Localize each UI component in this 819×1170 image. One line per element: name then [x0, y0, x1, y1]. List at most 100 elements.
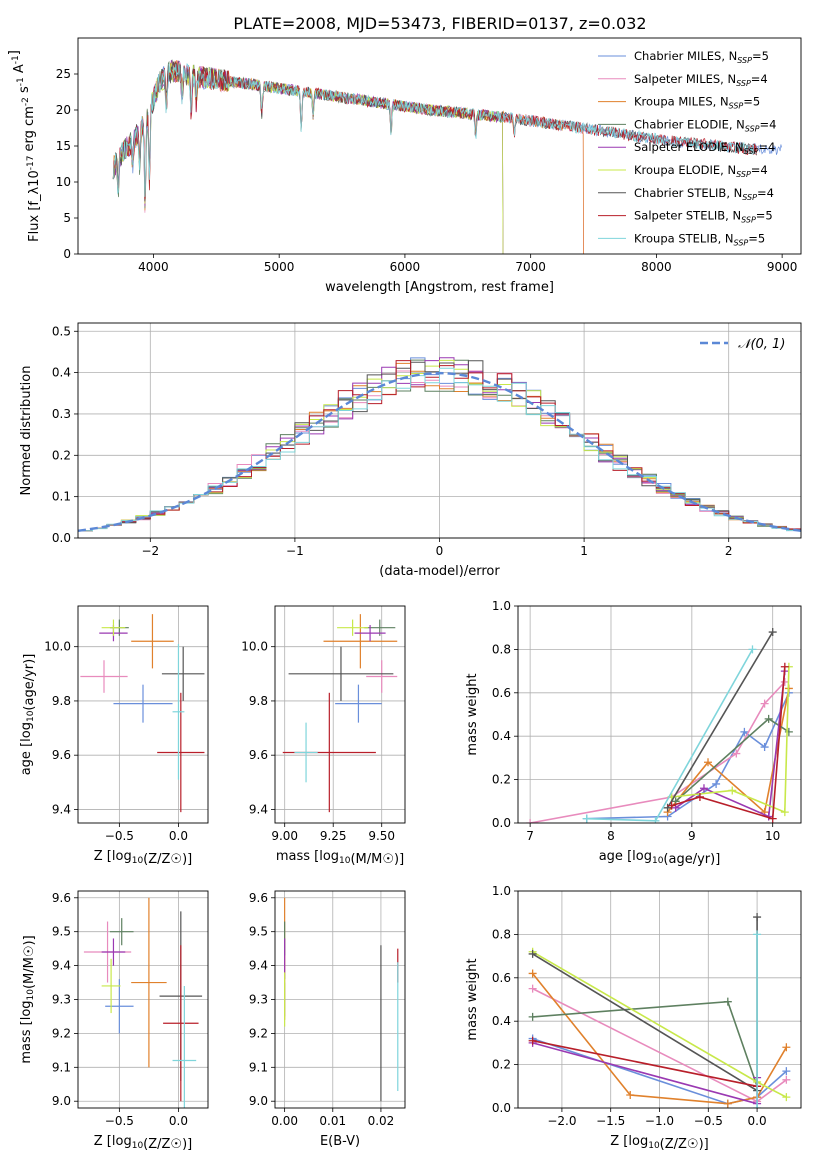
- weight-marker: [663, 803, 672, 812]
- panel-age_vs_Z: −0.5 0.0 9.4 9.6 9.8 10.0 Z [log10(Z/Z☉)] age […: [19, 605, 209, 867]
- tick-label-x: −0.5: [694, 1114, 723, 1128]
- x-axis-label: (data-model)/error: [379, 564, 500, 579]
- tick-label-x: 6000: [390, 260, 421, 274]
- errorbar-point: [105, 979, 134, 1034]
- tick-label-y: 0.1: [52, 490, 71, 504]
- x-axis-label: Z [log10(Z/Z☉)]: [94, 1134, 192, 1152]
- errorbar-point: [288, 646, 394, 701]
- tick-label-x: −1: [286, 544, 304, 558]
- tick-label-x: −0.5: [105, 1114, 134, 1128]
- axes-frame: [77, 322, 802, 539]
- weight-marker: [528, 949, 537, 958]
- tick-label-y: 0.6: [492, 971, 511, 985]
- tick-label-y: 0.2: [492, 773, 511, 787]
- weight-marker: [728, 786, 737, 795]
- tick-label-y: 0.0: [52, 531, 71, 545]
- errorbar-point: [109, 918, 134, 946]
- weight-line: [671, 666, 790, 814]
- weight-marker: [753, 913, 762, 922]
- weight-marker: [753, 930, 762, 939]
- tick-label-y: 9.0: [52, 1094, 71, 1108]
- tick-label-x: 9.50: [368, 829, 395, 843]
- tick-label-y: 20: [56, 103, 71, 117]
- weight-marker: [667, 801, 676, 810]
- tick-label-y: 0.8: [492, 927, 511, 941]
- tick-label-x: −0.5: [105, 829, 134, 843]
- spectrum-line: [112, 60, 584, 254]
- x-axis-label: E(B-V): [320, 1134, 360, 1149]
- plot-area: [284, 897, 399, 1102]
- errorbar-point: [335, 684, 382, 723]
- tick-label-y: 9.6: [52, 891, 71, 905]
- x-axis-label: Z [log10(Z/Z☉)]: [610, 1134, 708, 1152]
- tick-label-y: 5: [63, 211, 71, 225]
- x-axis-label: mass [log10(M/M☉)]: [276, 849, 404, 867]
- weight-marker: [740, 727, 749, 736]
- tick-label-x: 0.0: [169, 829, 188, 843]
- errorbar-point: [157, 692, 205, 813]
- errorbar-point: [323, 614, 398, 669]
- errorbar-point: [131, 897, 167, 1068]
- y-axis-label: mass weight: [465, 958, 480, 1040]
- weight-line: [675, 671, 786, 818]
- weight-marker: [760, 743, 769, 752]
- weight-line: [532, 1039, 758, 1088]
- legend-label: Salpeter ELODIE, NSSP=4: [634, 140, 775, 156]
- tick-label-x: 0.0: [169, 1114, 188, 1128]
- tick-label-y: 9.6: [249, 891, 268, 905]
- x-axis-label: age [log10(age/yr)]: [599, 849, 721, 867]
- weight-marker: [704, 758, 713, 767]
- legend-label: Kroupa STELIB, NSSP=5: [634, 231, 765, 247]
- weight-line: [529, 681, 786, 823]
- axes-frame: [77, 37, 802, 255]
- errorbar-point: [163, 945, 199, 1102]
- figure-title: PLATE=2008, MJD=53473, FIBERID=0137, z=0…: [233, 14, 646, 33]
- plot-area: [528, 913, 791, 1108]
- legend-label: Chabrier MILES, NSSP=5: [634, 49, 769, 65]
- tick-label-y: 10: [56, 175, 71, 189]
- weight-marker: [760, 699, 769, 708]
- tick-label-y: 0.6: [492, 686, 511, 700]
- panel-age_vs_mass: 9.00 9.25 9.50 9.4 9.6 9.8 10.0 mass [log10(M/M…: [241, 605, 406, 867]
- weight-marker: [782, 1093, 791, 1102]
- weight-marker: [626, 1090, 635, 1099]
- weight-line: [666, 631, 774, 809]
- weight-marker: [768, 628, 777, 637]
- plot-area: [83, 897, 203, 1108]
- tick-label-y: 9.1: [249, 1060, 268, 1074]
- y-axis-label: Flux [f_λ10-17 erg cm-2 s-1 A-1]: [7, 50, 42, 242]
- errorbar-point: [354, 624, 386, 642]
- weight-marker: [528, 984, 537, 993]
- tick-label-x: 1: [580, 544, 588, 558]
- grid: [518, 890, 801, 1109]
- axes-frame: [274, 605, 406, 824]
- legend: Chabrier MILES, NSSP=5 Salpeter MILES, NS…: [598, 49, 776, 247]
- errorbar-point: [113, 684, 173, 723]
- tick-label-x: 0.02: [368, 1114, 395, 1128]
- panel-mass_vs_Z: −0.5 0.0 9.0 9.1 9.2 9.3 9.4 9.5 9.6 Z [log10(Z/Z…: [19, 890, 209, 1152]
- plot-area: [112, 59, 782, 254]
- tick-label-y: 25: [56, 67, 71, 81]
- tick-label-x: 0.01: [319, 1114, 346, 1128]
- weight-marker: [780, 808, 789, 817]
- tick-label-y: 9.4: [52, 802, 71, 816]
- weight-marker: [528, 1012, 537, 1021]
- tick-label-y: 10.0: [44, 640, 71, 654]
- grid: [275, 606, 405, 823]
- errorbar-point: [366, 660, 398, 693]
- y-axis-label: age [log10(age/yr)]: [19, 654, 37, 776]
- tick-label-y: 9.5: [249, 925, 268, 939]
- tick-label-y: 0.2: [52, 448, 71, 462]
- tick-label-y: 9.4: [249, 802, 268, 816]
- panel-spectrum: 4000 5000 6000 7000 8000 9000 0 5 10 15 20 25 wavele…: [7, 37, 802, 295]
- weight-marker: [753, 1104, 762, 1108]
- weight-marker: [782, 1067, 791, 1076]
- errorbar-point: [131, 614, 174, 669]
- weight-marker: [528, 1036, 537, 1045]
- tick-label-y: 9.1: [52, 1060, 71, 1074]
- histogram-step: [78, 367, 801, 532]
- weight-marker: [780, 662, 789, 671]
- weight-marker: [764, 714, 773, 723]
- panel-residuals: −2 −1 0 1 2 0.0 0.1 0.2 0.3 0.4 0.5 (data-model)/er…: [19, 322, 802, 579]
